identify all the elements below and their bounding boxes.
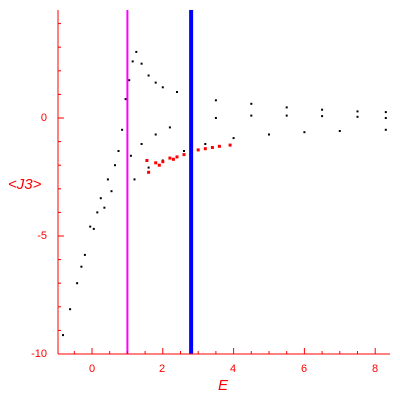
- scatter-point-black: [384, 117, 387, 119]
- scatter-point-black: [140, 62, 143, 65]
- scatter-point-black: [83, 253, 86, 256]
- y-axis-title: <J3>: [8, 176, 42, 193]
- scatter-point-red: [154, 161, 158, 165]
- scatter-point-black: [129, 154, 132, 157]
- scatter-point-black: [121, 128, 124, 131]
- scatter-point-black: [204, 143, 207, 145]
- y-tick-label-neg10: -10: [31, 348, 47, 360]
- scatter-point-red: [196, 148, 200, 152]
- scatter-point-black: [69, 308, 72, 311]
- scatter-point-black: [62, 334, 64, 337]
- scatter-point-black: [356, 115, 359, 118]
- scatter-point-black: [114, 164, 116, 167]
- scatter-point-black: [147, 166, 150, 169]
- scatter-point-black: [161, 86, 164, 89]
- scatter-point-black: [214, 117, 217, 119]
- scatter-point-black: [384, 128, 387, 131]
- y-axis-ticks: [58, 23, 64, 355]
- scatter-point-black: [80, 265, 83, 268]
- scatter-point-black: [110, 190, 113, 193]
- scatter-point-red: [210, 146, 214, 149]
- scatter-point-red: [217, 144, 221, 148]
- scatter-point-black: [92, 227, 95, 230]
- scatter-point-black: [321, 108, 324, 111]
- scatter-point-black: [183, 150, 185, 152]
- scatter-point-black: [154, 81, 157, 84]
- scatter-point-black: [168, 126, 171, 129]
- scatter-point-red: [182, 153, 186, 157]
- x-tick-label-8: 8: [372, 363, 378, 375]
- scatter-point-black: [250, 102, 253, 105]
- scatter-point-red: [203, 147, 207, 151]
- scatter-point-red: [145, 159, 149, 162]
- scatter-point-black: [321, 115, 324, 118]
- scatter-point-black: [89, 225, 92, 228]
- x-tick-label-4: 4: [230, 363, 236, 375]
- scatter-point-black: [356, 110, 359, 113]
- scatter-point-black: [124, 98, 127, 101]
- scatter-point-black: [250, 114, 253, 117]
- x-axis-ticks: [73, 348, 376, 354]
- scatter-series-black: [62, 50, 387, 337]
- scatter-point-red: [171, 157, 175, 161]
- scatter-point-black: [232, 137, 235, 140]
- scatter-point-black: [303, 131, 306, 134]
- scatter-point-black: [76, 282, 79, 285]
- x-tick-label-6: 6: [301, 363, 307, 375]
- scatter-point-black: [140, 143, 143, 145]
- scatter-point-black: [99, 197, 102, 200]
- scatter-point-red: [168, 156, 172, 160]
- scatter-point-red: [157, 163, 161, 167]
- scatter-point-black: [133, 178, 136, 181]
- scatter-point-red: [228, 143, 232, 147]
- scatter-point-red: [175, 155, 179, 159]
- scatter-point-black: [384, 111, 387, 114]
- scatter-point-black: [103, 206, 106, 209]
- scatter-point-black: [131, 60, 134, 63]
- scatter-point-red: [147, 170, 151, 174]
- scatter-point-black: [135, 50, 138, 53]
- scatter-point-black: [285, 106, 288, 109]
- scatter-point-black: [117, 150, 120, 152]
- scatter-point-black: [147, 74, 150, 77]
- scatter-point-black: [106, 178, 109, 181]
- y-tick-label-0: 0: [41, 112, 47, 124]
- scatter-point-black: [96, 211, 99, 214]
- x-tick-label-2: 2: [159, 363, 165, 375]
- x-tick-label-0: 0: [89, 363, 95, 375]
- scatter-point-black: [176, 91, 178, 93]
- scatter-point-black: [128, 79, 131, 82]
- scatter-point-black: [154, 133, 157, 136]
- scatter-point-black: [214, 99, 217, 102]
- scatter-point-black: [268, 133, 270, 136]
- scatter-point-black: [285, 114, 288, 117]
- x-axis-title: E: [218, 377, 229, 394]
- scatter-point-red: [161, 160, 165, 164]
- scatter-point-black: [338, 130, 341, 132]
- y-tick-label-neg5: -5: [37, 230, 47, 242]
